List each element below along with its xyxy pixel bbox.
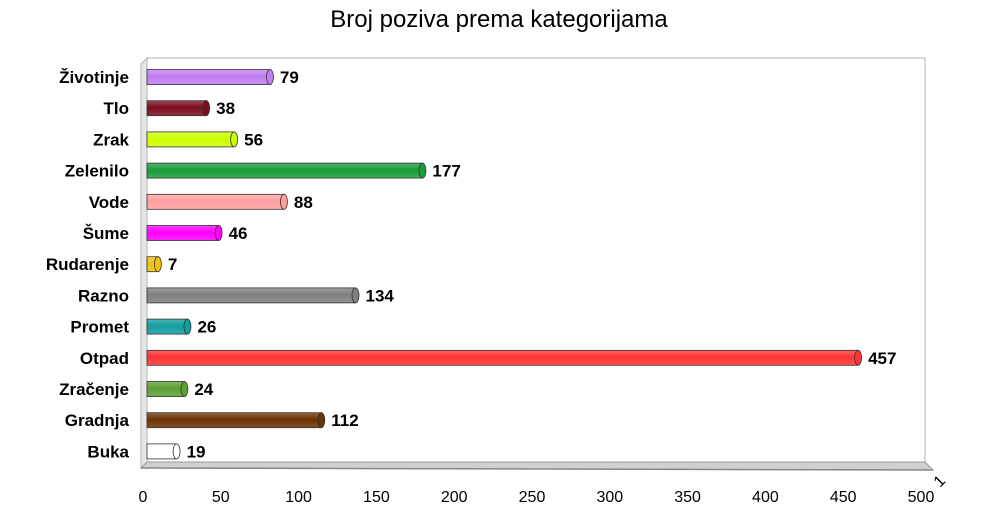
bar-6 (146, 256, 162, 273)
x-tick-label: 0 (139, 489, 148, 506)
x-tick-label: 50 (212, 489, 230, 506)
category-label: Vode (89, 193, 129, 212)
bar-body (146, 162, 423, 179)
bar-end-cap (266, 69, 274, 85)
x-axis-line (140, 467, 934, 471)
value-label: 177 (432, 162, 460, 181)
bar-body (146, 100, 207, 117)
category-label: Šume (83, 224, 129, 243)
bar-end-cap (317, 412, 326, 429)
category-label: Promet (70, 318, 129, 337)
x-tick-label: 500 (908, 489, 935, 506)
bar-9 (146, 349, 862, 366)
x-tick-label: 200 (441, 489, 468, 506)
value-label: 56 (244, 130, 263, 149)
category-label: Rudarenje (46, 255, 129, 274)
bar-body (146, 349, 859, 366)
value-label: 38 (216, 99, 235, 118)
x-tick-label: 150 (363, 489, 390, 506)
plot-area (139, 56, 935, 471)
bar-10 (146, 381, 189, 397)
bar-end-cap (280, 193, 288, 210)
bar-end-cap (153, 256, 162, 273)
x-tick-label: 100 (285, 489, 312, 506)
bar-body (146, 412, 322, 429)
bar-end-cap (214, 225, 223, 241)
value-label: 19 (187, 442, 206, 461)
bar-body (146, 131, 235, 148)
bar-body (146, 318, 188, 335)
bar-end-cap (230, 131, 239, 148)
bar-end-cap (202, 100, 211, 117)
x-tick-label: 400 (752, 489, 779, 506)
category-label: Zrak (93, 130, 129, 149)
bar-end-cap (180, 381, 189, 397)
bar-end-cap (418, 162, 427, 179)
bar-end-cap (351, 287, 360, 304)
value-label: 88 (294, 193, 313, 212)
category-label: Zelenilo (65, 162, 129, 181)
x-axis-ticks: 0 50 100 150 200 250 300 350 400 450 500 (139, 489, 935, 506)
category-label: Zračenje (59, 380, 129, 399)
category-label: Tlo (104, 99, 130, 118)
bar-end-cap (183, 318, 192, 335)
value-label: 457 (868, 349, 896, 368)
bar-body (146, 193, 285, 210)
chart-title: Broj poziva prema kategorijama (330, 6, 668, 33)
bar-2 (146, 131, 239, 148)
bar-11 (146, 412, 326, 429)
bar-0 (146, 69, 274, 85)
value-label: 24 (194, 380, 213, 399)
plot-back-wall (146, 57, 926, 463)
bar-1 (146, 100, 211, 117)
x-tick-label: 250 (519, 489, 546, 506)
bar-8 (146, 318, 192, 335)
bar-12 (146, 443, 181, 460)
category-label: Gradnja (65, 411, 130, 430)
bar-body (146, 381, 185, 397)
category-label: Buka (87, 442, 129, 461)
x-tick-label: 450 (830, 489, 857, 506)
bar-4 (146, 193, 288, 210)
bar-7 (146, 287, 360, 304)
category-label: Otpad (80, 349, 129, 368)
bar-end-cap (854, 349, 862, 366)
x-tick-label: 300 (596, 489, 623, 506)
x-tick-label: 350 (674, 489, 701, 506)
value-label: 26 (197, 318, 216, 337)
category-label: Životinje (59, 68, 129, 87)
value-label: 79 (280, 68, 299, 87)
bar-3 (146, 162, 427, 179)
bar-body (146, 225, 219, 241)
value-label: 7 (168, 255, 177, 274)
plot-side-wall (140, 56, 148, 470)
category-labels: Životinje Tlo Zrak Zelenilo Vode Šume Rudarenj… (46, 68, 130, 461)
bar-body (146, 287, 356, 304)
value-label: 134 (366, 286, 395, 305)
value-labels: 79 38 56 177 88 46 7 134 26 457 24 112 19 (168, 68, 897, 461)
value-label: 112 (331, 411, 358, 430)
bar-body (146, 69, 271, 85)
category-label: Razno (78, 286, 129, 305)
bar-5 (146, 225, 223, 241)
bar-body (146, 443, 177, 460)
bars-group (146, 69, 862, 460)
value-label: 46 (229, 224, 248, 243)
bar-end-cap (172, 443, 181, 460)
